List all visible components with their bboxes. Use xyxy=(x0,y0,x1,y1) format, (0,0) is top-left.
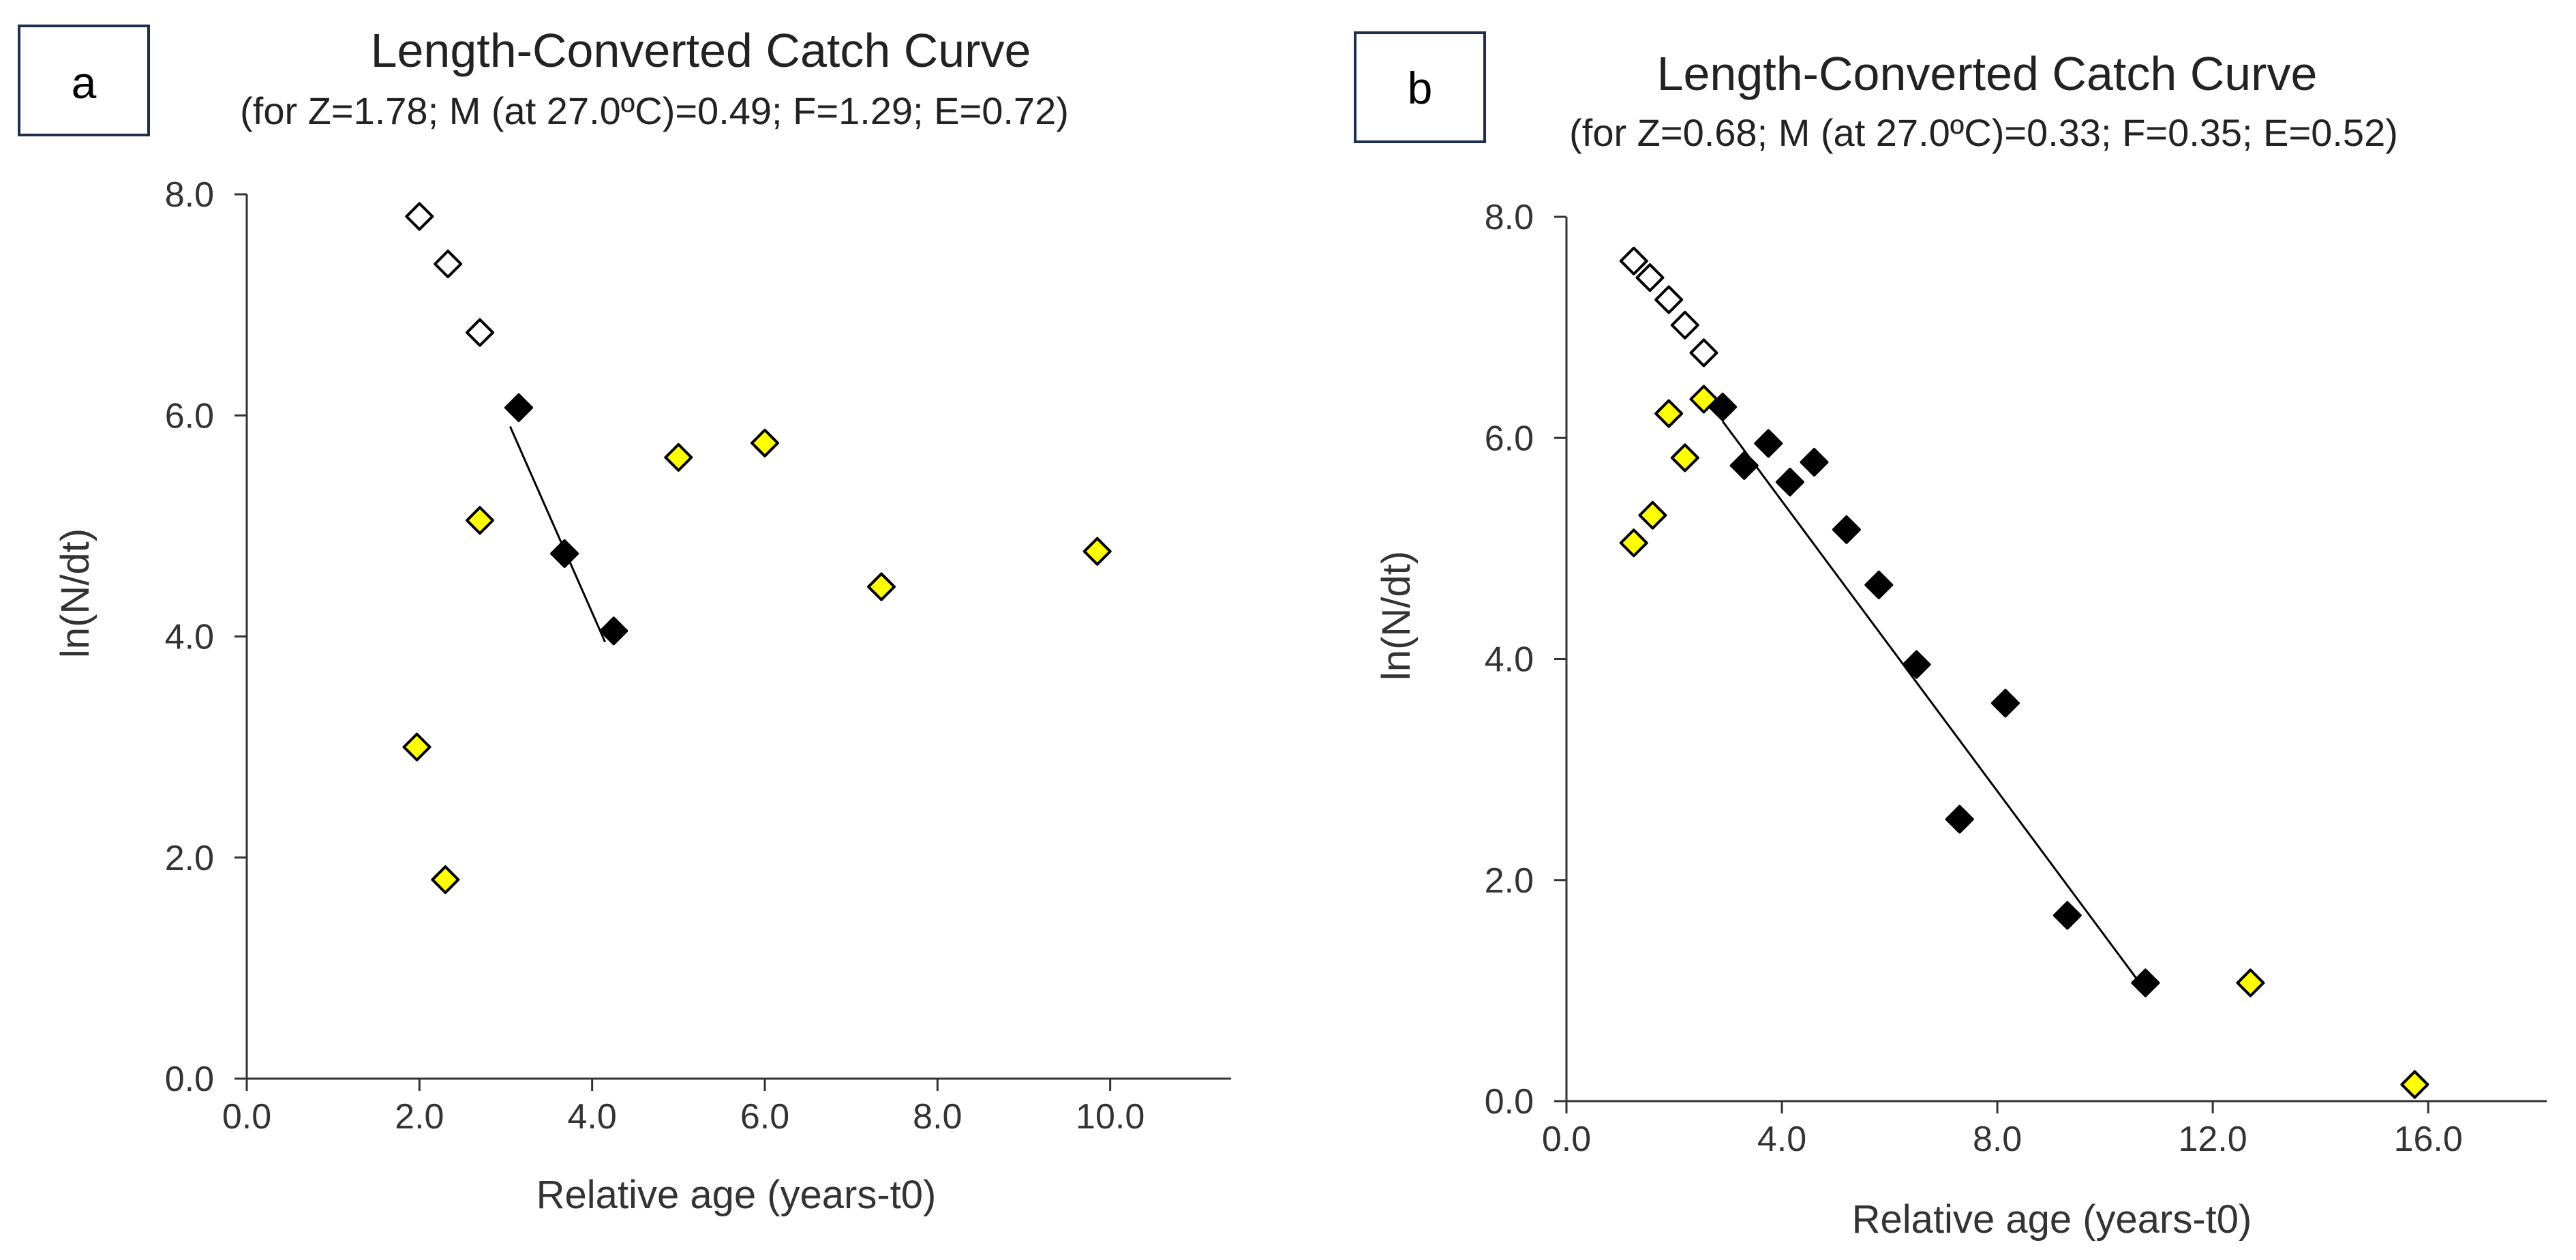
x-tick-label: 0.0 xyxy=(1542,1120,1591,1159)
y-tick-label: 4.0 xyxy=(1485,640,1534,680)
x-tick-label: 8.0 xyxy=(1973,1120,2022,1159)
panel-b-ticks xyxy=(1554,215,2429,1113)
y-tick-label: 4.0 xyxy=(165,618,214,657)
data-point xyxy=(405,202,434,231)
panel-b-points xyxy=(1619,246,2429,1099)
panel-b-title: Length-Converted Catch Curve xyxy=(1657,47,2318,100)
data-point xyxy=(402,732,431,762)
x-tick-label: 2.0 xyxy=(395,1097,444,1137)
data-point xyxy=(1945,805,1974,834)
x-tick-label: 10.0 xyxy=(1076,1097,1145,1137)
data-point xyxy=(599,616,628,646)
panel-a-y-axis-label: ln(N/dt) xyxy=(53,528,97,658)
data-point xyxy=(1689,385,1718,414)
data-point xyxy=(1990,689,2020,718)
data-point xyxy=(664,442,693,472)
panel-b-label: b xyxy=(1408,63,1433,113)
data-point xyxy=(1654,285,1684,314)
data-point xyxy=(434,250,463,279)
data-point xyxy=(2236,968,2265,997)
x-tick-label: 0.0 xyxy=(222,1097,271,1137)
x-tick-label: 4.0 xyxy=(1757,1120,1806,1159)
data-point xyxy=(1832,515,1861,544)
panel-a-subtitle: (for Z=1.78; M (at 27.0ºC)=0.49; F=1.29;… xyxy=(240,89,1069,132)
panel-a-label-box xyxy=(18,25,150,136)
data-point xyxy=(867,572,896,601)
data-point xyxy=(1619,528,1648,558)
data-point xyxy=(1670,310,1699,340)
data-point xyxy=(1638,500,1667,530)
panel-b-subtitle: (for Z=0.68; M (at 27.0ºC)=0.33; F=0.35;… xyxy=(1569,111,2398,154)
y-tick-label: 8.0 xyxy=(165,175,214,215)
panel-a-x-axis-label: Relative age (years-t0) xyxy=(536,1173,937,1217)
data-point xyxy=(1635,263,1665,292)
data-point xyxy=(751,428,779,457)
data-point xyxy=(466,318,494,347)
data-point xyxy=(1689,338,1718,368)
data-point xyxy=(1902,650,1931,679)
data-point xyxy=(466,506,494,535)
x-tick-label: 6.0 xyxy=(740,1097,789,1137)
y-tick-label: 2.0 xyxy=(165,839,214,878)
x-tick-label: 8.0 xyxy=(913,1097,962,1137)
x-tick-label: 16.0 xyxy=(2394,1120,2463,1159)
x-tick-label: 12.0 xyxy=(2179,1120,2247,1159)
data-point xyxy=(1775,468,1804,497)
data-point xyxy=(1619,246,1648,275)
data-point xyxy=(1082,537,1112,566)
panel-b-x-axis-label: Relative age (years-t0) xyxy=(1852,1197,2252,1242)
y-tick-label: 8.0 xyxy=(1485,198,1534,237)
y-tick-label: 6.0 xyxy=(1485,419,1534,458)
data-point xyxy=(431,865,460,895)
data-point xyxy=(1800,447,1829,477)
data-point xyxy=(2400,1070,2429,1099)
data-point xyxy=(2052,901,2082,930)
panel-a-regression-line xyxy=(509,425,607,643)
x-tick-label: 4.0 xyxy=(568,1097,617,1137)
panel-b-regression-line xyxy=(1721,421,2147,991)
y-tick-label: 0.0 xyxy=(1485,1082,1534,1122)
panel-b: b Length-Converted Catch Curve (for Z=0.… xyxy=(1354,31,2547,1242)
data-point xyxy=(1654,399,1684,428)
y-tick-label: 2.0 xyxy=(1485,861,1534,901)
panel-a-title: Length-Converted Catch Curve xyxy=(371,24,1031,77)
panel-a: a Length-Converted Catch Curve (for Z=1.… xyxy=(18,24,1231,1217)
y-tick-label: 6.0 xyxy=(165,396,214,436)
panel-a-tick-labels: 0.0 2.0 4.0 6.0 8.0 10.0 0.0 2.0 4.0 6.0 8.0 xyxy=(165,175,1145,1137)
panel-a-ticks xyxy=(234,193,1112,1091)
panel-b-tick-labels: 0.0 4.0 8.0 12.0 16.0 0.0 2.0 4.0 6.0 8.0 xyxy=(1485,198,2463,1159)
panel-b-y-axis-label: ln(N/dt) xyxy=(1374,551,1419,680)
data-point xyxy=(504,393,533,422)
data-point xyxy=(1754,429,1783,458)
panel-b-label-box xyxy=(1354,31,1486,143)
data-point xyxy=(2131,968,2160,997)
panel-a-label: a xyxy=(72,57,97,108)
data-point xyxy=(550,539,579,568)
data-point xyxy=(1729,451,1759,480)
y-tick-label: 0.0 xyxy=(165,1060,214,1099)
data-point xyxy=(1864,570,1894,599)
panel-a-points xyxy=(402,202,1112,895)
data-point xyxy=(1670,443,1699,472)
